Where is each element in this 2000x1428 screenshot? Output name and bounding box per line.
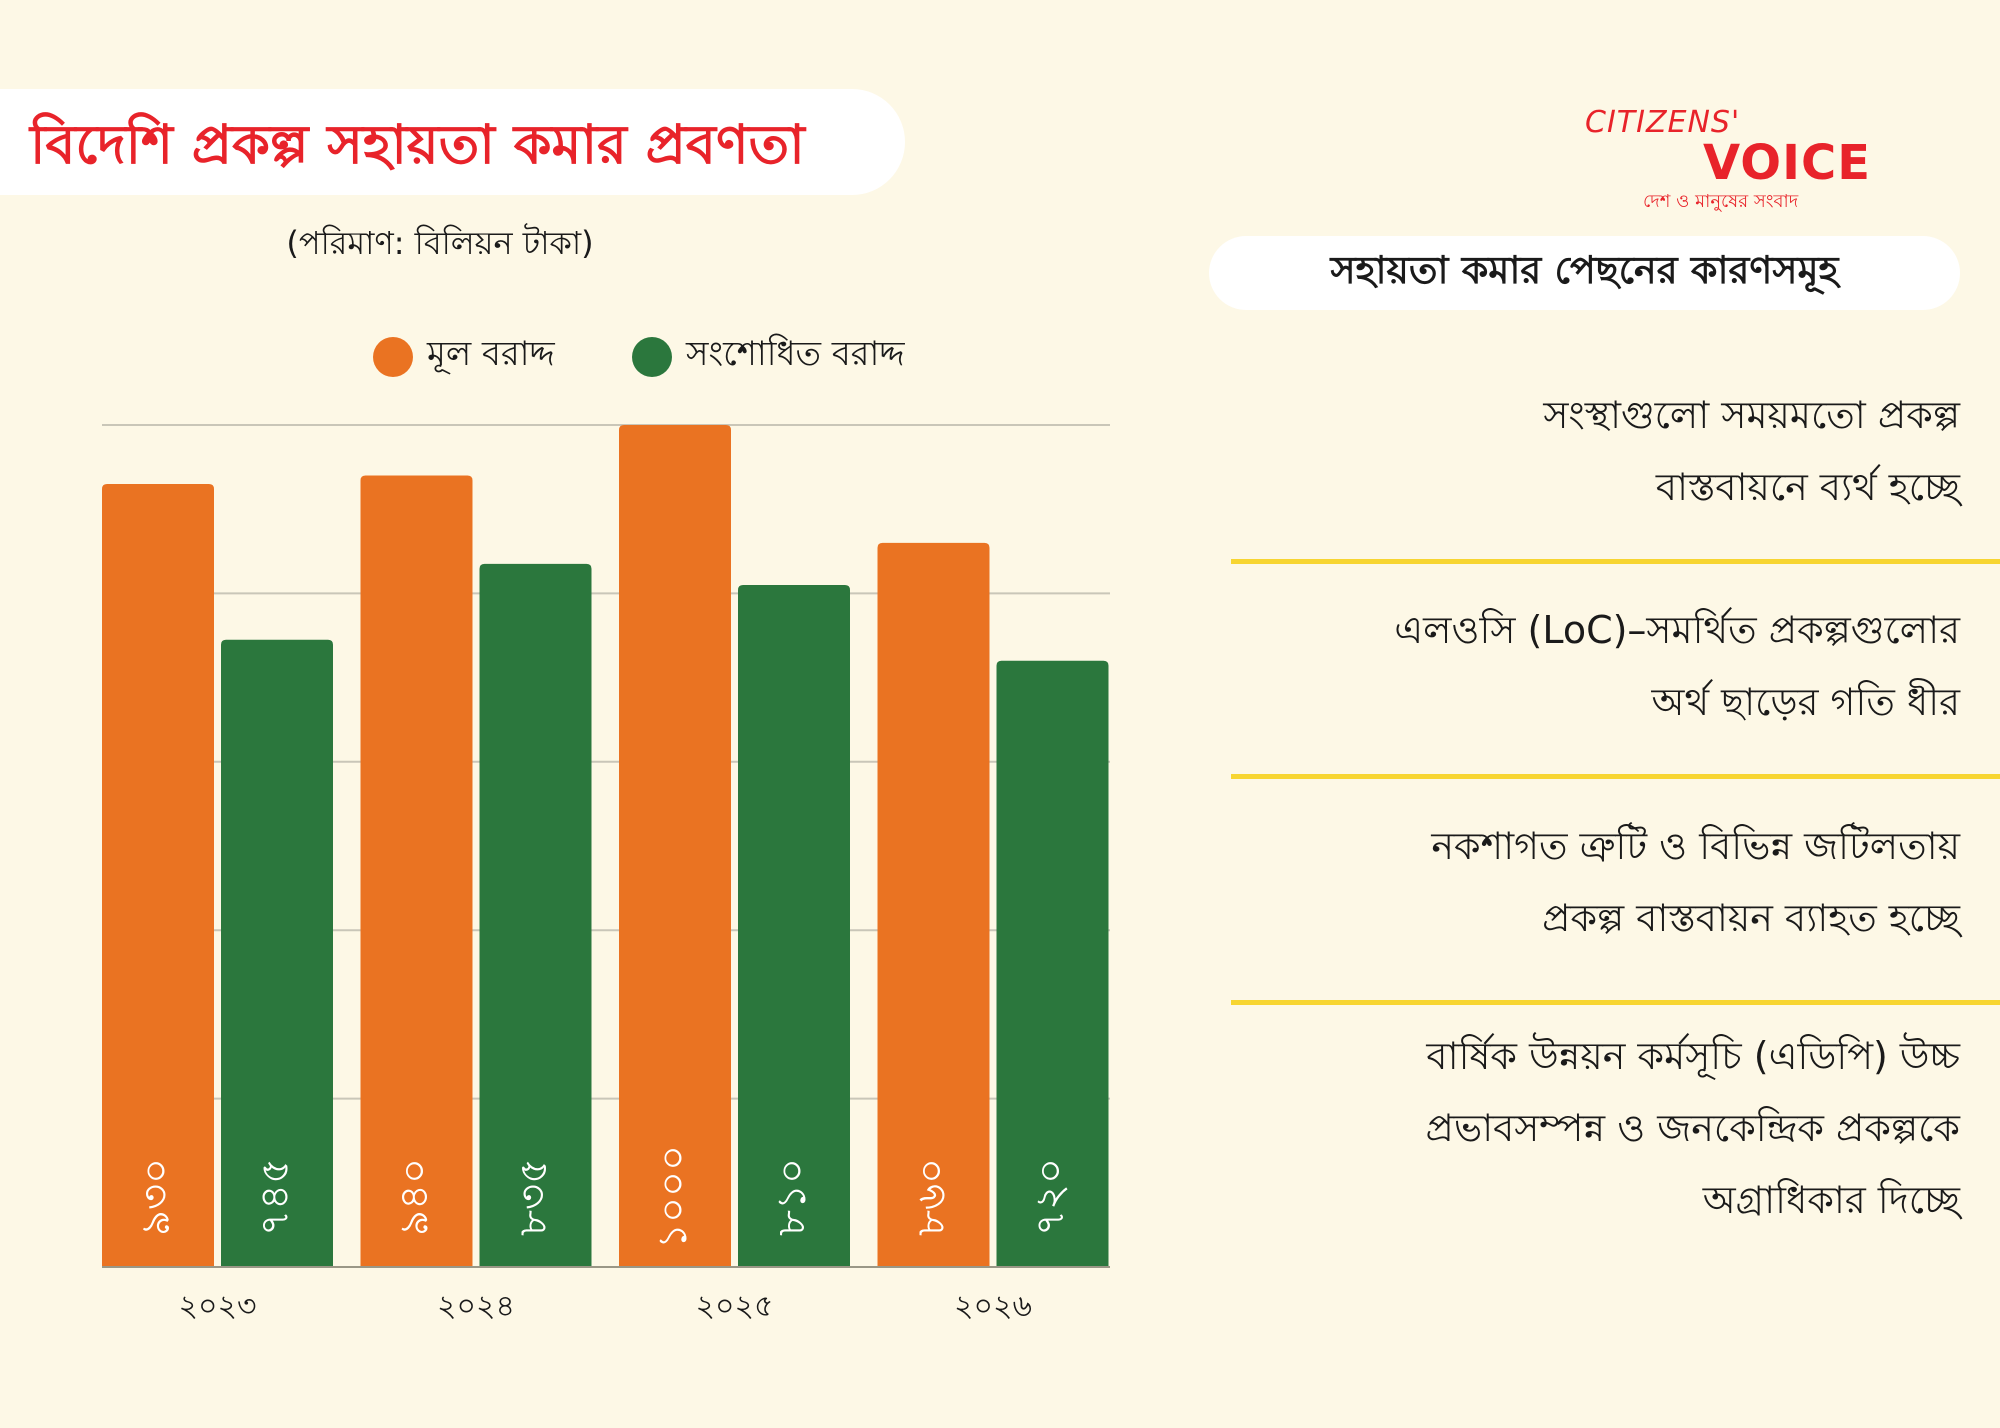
reason-line: অর্থ ছাড়ের গতি ধীর — [1651, 680, 1960, 724]
reason-line: বাস্তবায়নে ব্যর্থ হচ্ছে — [1655, 465, 1960, 509]
bar-revised — [996, 660, 1109, 1267]
reason-line: অগ্রাধিকার দিচ্ছে — [1702, 1178, 1960, 1222]
reason-item: নকশাগত ত্রুটি ও বিভিন্ন জটিলতায় প্রকল্প… — [1431, 810, 1960, 954]
chart-title: বিদেশি প্রকল্প সহায়তা কমার প্রবণতা — [30, 113, 805, 176]
legend-label-revised: সংশোধিত বরাদ্দ — [686, 334, 905, 374]
bar-original — [877, 542, 990, 1267]
bar-original — [360, 475, 473, 1267]
data-label: ৭২০ — [1028, 1158, 1074, 1236]
divider — [1231, 559, 2000, 564]
logo-line2: VOICE — [1703, 135, 1871, 191]
divider — [1231, 1000, 2000, 1005]
bar-revised — [738, 584, 850, 1267]
title-banner: বিদেশি প্রকল্প সহায়তা কমার প্রবণতা — [0, 89, 905, 195]
reason-item: সংস্থাগুলো সময়মতো প্রকল্প বাস্তবায়নে ব… — [1543, 379, 1960, 523]
bar-revised — [479, 563, 592, 1267]
data-label: ৯৩০ — [133, 1158, 179, 1236]
data-label: ৭৪৫ — [252, 1158, 298, 1236]
x-tick-label: ২০২৫ — [696, 1289, 774, 1324]
x-tick-label: ২০২৩ — [178, 1289, 256, 1324]
reason-line: প্রভাবসম্পন্ন ও জনকেন্দ্রিক প্রকল্পকে — [1425, 1106, 1960, 1150]
legend-swatch-original — [373, 336, 413, 377]
data-label: ৮৩৫ — [511, 1158, 557, 1236]
reason-line: প্রকল্প বাস্তবায়ন ব্যাহত হচ্ছে — [1542, 896, 1960, 940]
data-label: ৮১০ — [769, 1158, 815, 1236]
chart-subtitle: (পরিমাণ: বিলিয়ন টাকা) — [286, 224, 594, 262]
reason-line: সংস্থাগুলো সময়মতো প্রকল্প — [1543, 393, 1960, 437]
reason-line: বার্ষিক উন্নয়ন কর্মসূচি (এডিপি) উচ্চ — [1426, 1034, 1960, 1078]
logo-tagline: দেশ ও মানুষের সংবাদ — [1643, 191, 1799, 212]
reasons-header: সহায়তা কমার পেছনের কারণসমূহ — [1209, 236, 1960, 310]
bar-original — [102, 483, 214, 1267]
data-label: ১০০০ — [650, 1145, 696, 1249]
reason-line: নকশাগত ত্রুটি ও বিভিন্ন জটিলতায় — [1431, 824, 1960, 868]
bar-chart: ৯৩০ ৭৪৫ ২০২৩ ৯৪০ ৮৩৫ ২০২৪ ১০০০ ৮১০ ২০২৫ ৮৬০ ৭২০ ২০২… — [102, 424, 1110, 1324]
data-label: ৮৬০ — [909, 1158, 955, 1236]
legend-item-original: মূল বরাদ্দ — [373, 328, 555, 385]
legend-item-revised: সংশোধিত বরাদ্দ — [632, 328, 904, 385]
logo-line1: CITIZENS' — [1585, 105, 1741, 140]
bar-original — [619, 425, 731, 1267]
reason-item: এলওসি (LoC)–সমর্থিত প্রকল্পগুলোর অর্থ ছা… — [1394, 594, 1960, 738]
divider — [1231, 774, 2000, 779]
reasons-title: সহায়তা কমার পেছনের কারণসমূহ — [1330, 248, 1839, 292]
x-tick-label: ২০২৬ — [954, 1289, 1032, 1324]
x-tick-label: ২০২৪ — [437, 1289, 515, 1324]
bar-revised — [221, 639, 333, 1267]
data-label: ৯৪০ — [392, 1158, 438, 1236]
reason-line: এলওসি (LoC)–সমর্থিত প্রকল্পগুলোর — [1394, 608, 1960, 652]
citizens-voice-logo: CITIZENS' VOICE দেশ ও মানুষের সংবাদ — [1585, 105, 1870, 213]
reason-item: বার্ষিক উন্নয়ন কর্মসূচি (এডিপি) উচ্চ প্… — [1425, 1020, 1960, 1236]
legend-swatch-revised — [632, 336, 672, 377]
legend-label-original: মূল বরাদ্দ — [427, 334, 555, 374]
